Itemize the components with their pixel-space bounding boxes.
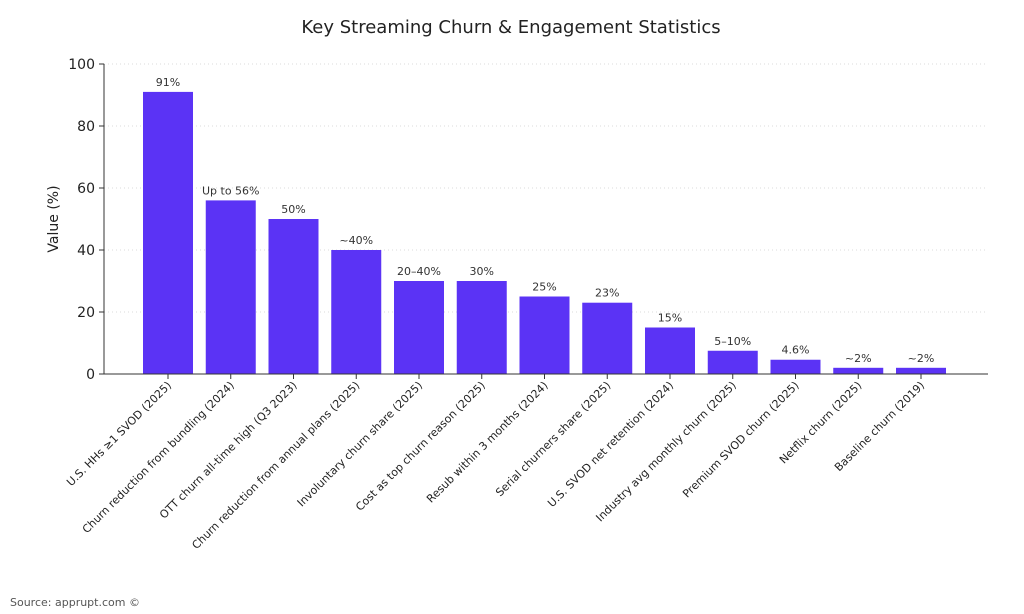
data-label: 23% [595,287,619,300]
data-labels: 91% Up to 56% 50% ~40% 20–40% 30% 25% 23% 15% 5–1… [156,76,935,365]
data-label: 50% [281,203,305,216]
bar [770,359,821,374]
bar [645,327,695,374]
x-tick-label: U.S. HHs ≥1 SVOD (2025) [64,379,174,489]
chart-title: Key Streaming Churn & Engagement Statist… [301,17,720,38]
y-axis-label: Value (%) [46,185,62,252]
data-label: 30% [470,265,494,278]
y-tick-label: 40 [77,243,95,259]
y-tick-label: 100 [68,57,95,73]
y-tick-label: 80 [77,119,95,135]
bar [582,302,633,374]
bar [205,200,256,374]
y-tick-label: 60 [77,181,95,197]
x-tick-label: Serial churners share (2025) [493,379,613,499]
bar [394,281,444,374]
data-label: 4.6% [782,344,810,357]
data-label: ~2% [908,352,935,365]
y-tick-label: 0 [86,367,95,383]
bar [331,250,382,374]
gridlines [104,63,988,313]
data-label: 15% [658,312,682,325]
x-tick-label: Resub within 3 months (2024) [424,379,551,506]
data-label: 20–40% [397,265,441,278]
data-label: Up to 56% [202,184,260,197]
data-label: 25% [532,281,556,294]
x-tick-label: Involuntary churn share (2025) [295,379,425,509]
bar [519,296,570,374]
source-note: Source: apprupt.com © [10,596,140,609]
x-tick-label: Industry avg monthly churn (2025) [593,379,738,524]
data-label: ~40% [339,234,373,247]
y-axis: 0 20 40 60 80 100 [68,57,105,383]
bar [896,367,946,374]
x-tick-label: U.S. SVOD net retention (2024) [545,379,676,510]
data-label: 91% [156,76,180,89]
bar [456,281,507,374]
bar [833,367,884,374]
data-label: ~2% [845,352,872,365]
y-tick-label: 20 [77,305,95,321]
x-tick-label: Cost as top churn reason (2025) [353,379,488,514]
bar [268,219,319,374]
data-label: 5–10% [714,335,751,348]
bar [143,91,193,375]
x-tick-label: Premium SVOD churn (2025) [680,379,801,500]
x-axis: U.S. HHs ≥1 SVOD (2025)Churn reduction f… [64,373,988,552]
x-tick-label: OTT churn all-time high (Q3 2023) [157,379,300,522]
bars [143,91,946,375]
bar [707,350,758,374]
